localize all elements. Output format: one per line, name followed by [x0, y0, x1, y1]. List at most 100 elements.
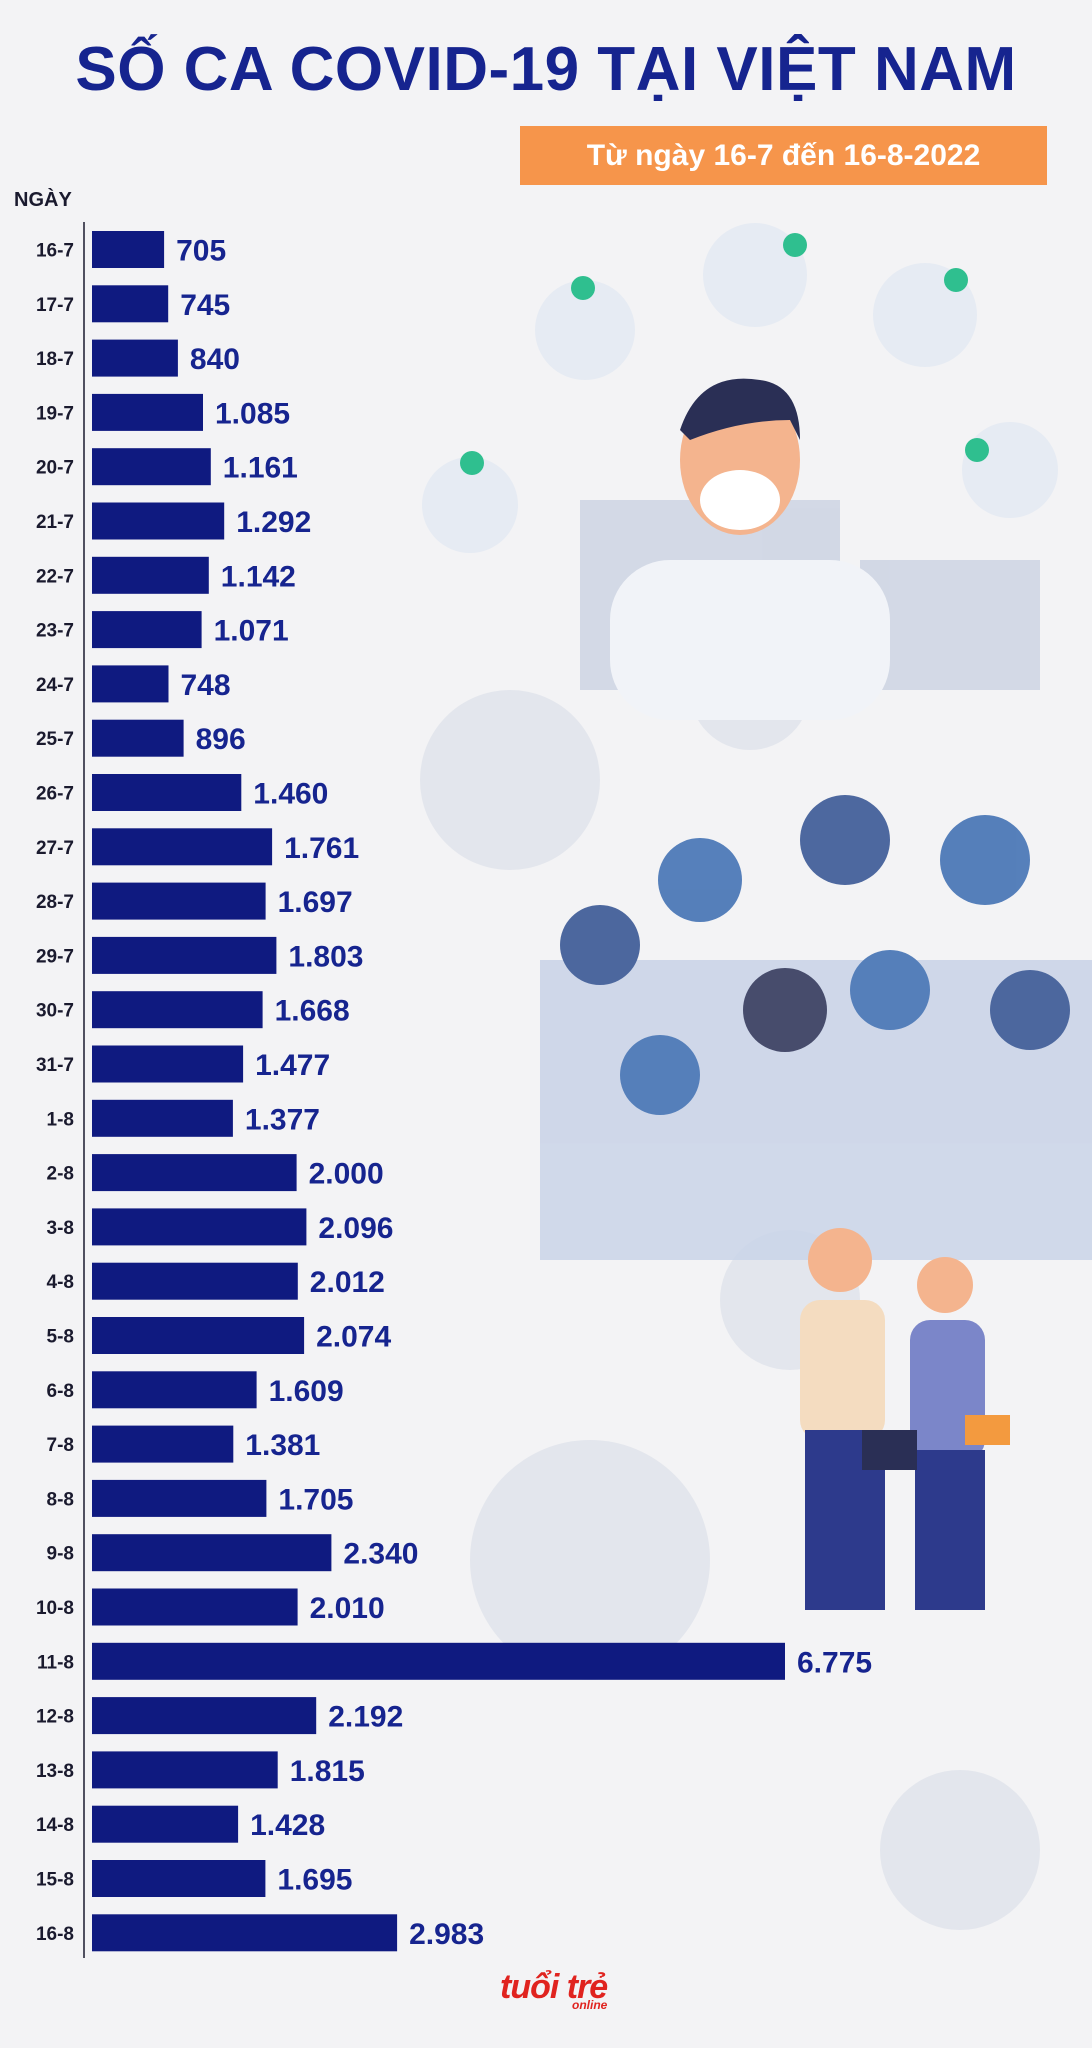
category-label: 27-7 [36, 838, 74, 859]
bar [92, 1642, 785, 1680]
value-label: 745 [180, 289, 230, 322]
category-label: 17-7 [36, 295, 74, 316]
value-label: 1.428 [250, 1809, 325, 1842]
value-label: 1.695 [277, 1864, 352, 1897]
category-label: 6-8 [47, 1381, 74, 1402]
bar [92, 393, 203, 431]
bar [92, 1588, 298, 1626]
value-label: 2.074 [316, 1321, 391, 1354]
category-label: 30-7 [36, 1001, 74, 1022]
value-label: 6.775 [797, 1646, 872, 1679]
bar [92, 285, 169, 323]
category-label: 19-7 [36, 403, 74, 424]
value-label: 2.096 [318, 1212, 393, 1245]
value-label: 1.705 [278, 1483, 353, 1516]
category-label: 5-8 [47, 1327, 74, 1348]
category-label: 28-7 [36, 892, 74, 913]
category-label: 9-8 [47, 1544, 74, 1565]
value-label: 1.460 [253, 778, 328, 811]
walking-couple-illustration [800, 1228, 1010, 1610]
value-label: 1.071 [214, 615, 289, 648]
bar [92, 665, 169, 703]
bar [92, 1099, 233, 1137]
page-title: SỐ CA COVID-19 TẠI VIỆT NAM [75, 35, 1017, 104]
tuoi-tre-logo: tuổi trẻ online [500, 1968, 630, 2018]
category-label: 29-7 [36, 946, 74, 967]
logo-sub-text: online [572, 1998, 608, 2012]
category-label: 25-7 [36, 729, 74, 750]
bar [92, 828, 273, 866]
value-label: 1.697 [278, 886, 353, 919]
category-label: 26-7 [36, 784, 74, 805]
check-icon [571, 276, 595, 300]
category-label: 24-7 [36, 675, 74, 696]
value-label: 1.803 [288, 940, 363, 973]
virus-icon [420, 690, 600, 870]
category-label: 12-8 [36, 1707, 74, 1728]
value-label: 1.377 [245, 1103, 320, 1136]
category-label: 8-8 [47, 1489, 74, 1510]
doctor-illustration [610, 378, 890, 720]
value-label: 705 [176, 235, 226, 268]
bar [92, 1208, 307, 1246]
value-label: 2.012 [310, 1266, 385, 1299]
bar [92, 882, 266, 920]
value-label: 1.381 [245, 1429, 320, 1462]
value-label: 840 [190, 343, 240, 376]
category-label: 11-8 [37, 1652, 74, 1673]
logo-main-text: tuổi trẻ [500, 1968, 608, 2006]
bar [92, 1045, 244, 1083]
bar [92, 556, 209, 594]
value-label: 1.142 [221, 560, 296, 593]
bar [92, 1262, 298, 1300]
virus-icon [470, 1440, 710, 1680]
check-icon [944, 268, 968, 292]
virus-icon [880, 1770, 1040, 1930]
value-label: 1.609 [269, 1375, 344, 1408]
bar [92, 231, 165, 268]
category-label: 13-8 [36, 1761, 74, 1782]
check-icon [783, 233, 807, 257]
bar [92, 1534, 332, 1572]
value-label: 2.983 [409, 1918, 484, 1951]
category-label: 23-7 [36, 621, 74, 642]
people-mask-icon [535, 280, 635, 380]
bar [92, 448, 211, 486]
bar [92, 719, 184, 757]
check-icon [460, 451, 484, 475]
value-label: 1.668 [275, 995, 350, 1028]
category-label: 21-7 [36, 512, 74, 533]
category-label: 15-8 [36, 1870, 74, 1891]
category-label: 16-8 [36, 1924, 74, 1945]
category-label: 3-8 [47, 1218, 74, 1239]
bar [92, 1371, 257, 1409]
y-axis-label: NGÀY [14, 188, 72, 211]
category-label: 22-7 [36, 566, 74, 587]
value-label: 1.292 [236, 506, 311, 539]
value-label: 1.161 [223, 452, 298, 485]
bar [92, 502, 225, 540]
bar [92, 339, 178, 377]
nurse-icon [703, 223, 807, 327]
category-label: 1-8 [47, 1109, 74, 1130]
bar [92, 1751, 278, 1789]
value-label: 2.000 [309, 1158, 384, 1191]
bar [92, 611, 202, 649]
bar [92, 774, 242, 811]
category-label: 18-7 [36, 349, 74, 370]
bar [92, 1914, 398, 1952]
date-range-text: Từ ngày 16-7 đến 16-8-2022 [586, 138, 981, 172]
bar [92, 1317, 305, 1354]
value-label: 2.192 [328, 1701, 403, 1734]
value-label: 2.010 [310, 1592, 385, 1625]
category-label: 31-7 [36, 1055, 74, 1076]
value-label: 1.477 [255, 1049, 330, 1082]
value-label: 1.761 [284, 832, 359, 865]
people-mask-icon [422, 457, 518, 553]
category-label: 2-8 [47, 1164, 74, 1185]
bar [92, 1479, 267, 1517]
value-label: 2.340 [343, 1538, 418, 1571]
bar [92, 936, 277, 974]
